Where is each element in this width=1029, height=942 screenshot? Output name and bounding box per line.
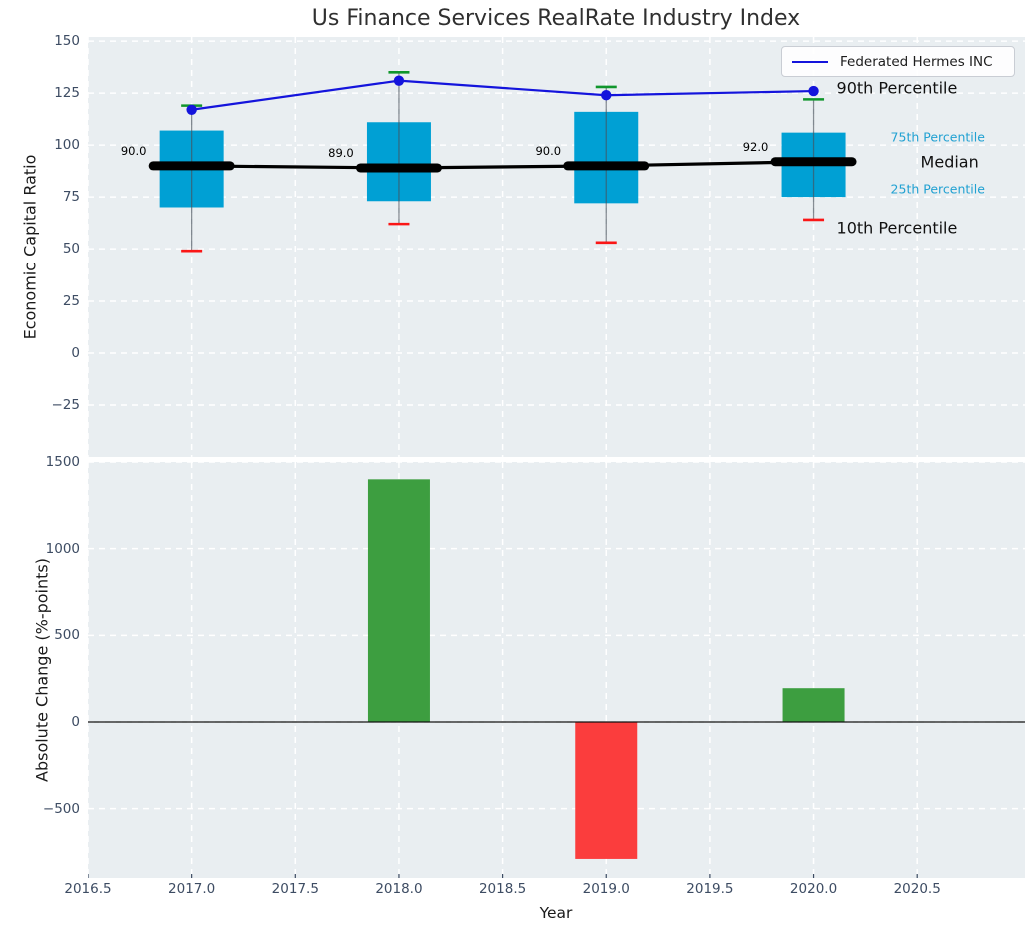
percentile-label-75th-percentile: 75th Percentile bbox=[890, 129, 985, 145]
median-annotation-2020: 92.0 bbox=[742, 139, 769, 154]
top-y-tick-125: 125 bbox=[54, 85, 80, 102]
top-y-tick-25: 25 bbox=[62, 293, 80, 310]
bottom-y-tick-0: 0 bbox=[71, 714, 80, 730]
legend-label: Federated Hermes INC bbox=[840, 53, 993, 70]
company-line bbox=[191, 79, 814, 111]
bottom-y-axis-label: Absolute Change (%-points) bbox=[32, 558, 52, 782]
median-annotation-2018: 89.0 bbox=[328, 145, 354, 160]
top-y-tick-150: 150 bbox=[54, 33, 80, 50]
x-tick-2017: 2017.0 bbox=[168, 881, 216, 897]
company-marker-2018 bbox=[393, 75, 405, 86]
top-axes bbox=[88, 37, 1025, 457]
company-marker-2019 bbox=[601, 90, 612, 101]
legend: Federated Hermes INC bbox=[781, 46, 1015, 77]
median-annotation-2017: 90.0 bbox=[120, 143, 147, 158]
x-tick-2020: 2020.0 bbox=[789, 881, 838, 897]
top-chart-canvas bbox=[88, 37, 1025, 457]
x-tick-2018: 2018.0 bbox=[375, 881, 423, 897]
x-tick-2018.5: 2018.5 bbox=[478, 881, 527, 897]
x-tick-2017.5: 2017.5 bbox=[271, 881, 319, 897]
bottom-chart-canvas bbox=[88, 462, 1025, 878]
x-tick-2020.5: 2020.5 bbox=[893, 881, 941, 897]
change-bar-2019 bbox=[575, 722, 638, 859]
x-axis-label: Year bbox=[539, 904, 573, 922]
percentile-label-25th-percentile: 25th Percentile bbox=[890, 181, 985, 197]
top-y-tick-75: 75 bbox=[62, 189, 80, 206]
percentile-label-median: Median bbox=[920, 152, 979, 172]
median-capsule-2018 bbox=[355, 163, 442, 173]
percentile-label-90th-percentile: 90th Percentile bbox=[836, 78, 958, 98]
top-y-tick-0: 0 bbox=[71, 345, 80, 362]
median-annotation-2019: 90.0 bbox=[535, 143, 562, 158]
median-line bbox=[191, 160, 814, 170]
legend-line-sample bbox=[792, 60, 828, 63]
company-marker-2017 bbox=[186, 104, 197, 115]
chart-title: Us Finance Services RealRate Industry In… bbox=[311, 6, 801, 31]
top-y-tick--25: −25 bbox=[51, 397, 81, 414]
bottom-axes bbox=[88, 462, 1025, 878]
x-tick-2019.5: 2019.5 bbox=[686, 881, 734, 897]
top-y-tick-100: 100 bbox=[54, 137, 80, 154]
bottom-y-tick-1500: 1500 bbox=[45, 454, 80, 470]
bottom-y-tick--500: −500 bbox=[42, 800, 80, 817]
percentile-label-10th-percentile: 10th Percentile bbox=[836, 218, 958, 238]
median-capsule-2017 bbox=[148, 161, 235, 171]
bottom-y-tick-1000: 1000 bbox=[45, 540, 80, 557]
x-tick-2016.5: 2016.5 bbox=[64, 881, 112, 897]
change-bar-2018 bbox=[367, 479, 430, 722]
change-bar-2020 bbox=[782, 688, 845, 722]
x-tick-2019: 2019.0 bbox=[582, 881, 630, 897]
median-capsule-2020 bbox=[770, 157, 857, 167]
company-marker-2020 bbox=[808, 85, 819, 97]
top-y-tick-50: 50 bbox=[62, 241, 80, 258]
bottom-y-tick-500: 500 bbox=[54, 627, 80, 644]
median-capsule-2019 bbox=[563, 161, 650, 171]
